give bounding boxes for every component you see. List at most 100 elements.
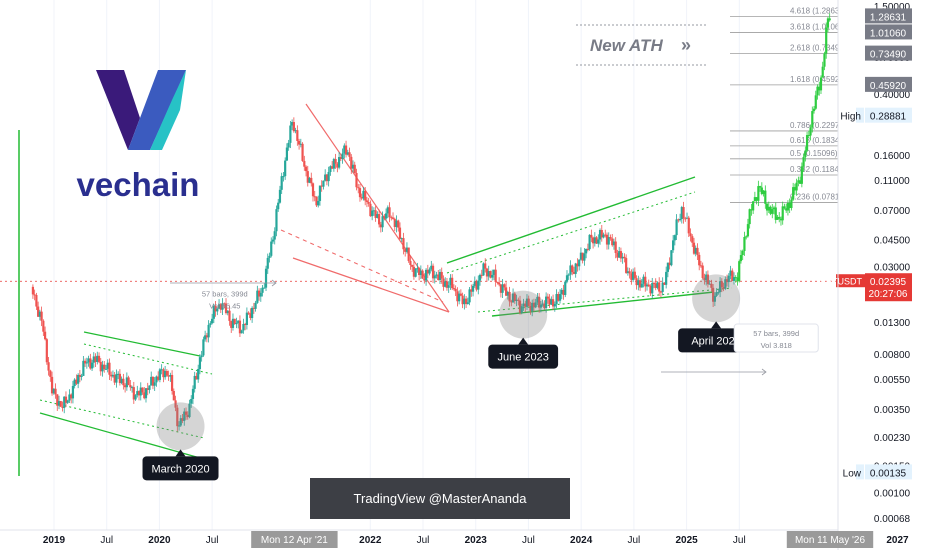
candle [419, 265, 422, 279]
candle [656, 281, 659, 290]
price-tag-text: 0.45920 [870, 81, 907, 92]
candle [649, 284, 652, 297]
candle [663, 282, 666, 285]
candle [292, 117, 295, 133]
candle [101, 360, 104, 377]
candle [291, 119, 294, 131]
candle [522, 298, 525, 311]
projection-candle [828, 13, 831, 22]
fib-level-label: 1.618 (0.45920) [790, 75, 847, 84]
candle [287, 139, 290, 151]
price-tag-text: 1.28631 [870, 12, 907, 23]
candle [259, 288, 262, 302]
candle [640, 279, 643, 288]
candle [332, 157, 335, 172]
candle [706, 270, 710, 288]
projection-candle [743, 231, 746, 256]
price-tag: 0.73490 [865, 45, 912, 61]
channel-mid-line [446, 191, 696, 274]
channel-lower-line [39, 412, 201, 459]
candle [464, 295, 468, 308]
time-tick-label: 2023 [465, 535, 488, 546]
candle [558, 289, 562, 304]
candle [256, 285, 259, 304]
double-chevron-icon: » [681, 35, 691, 55]
time-tick-label: 2020 [148, 535, 171, 546]
candle [498, 277, 501, 287]
candle [311, 182, 315, 202]
candle [536, 293, 539, 306]
candle [217, 299, 221, 309]
projection-candle [753, 191, 756, 202]
time-tick-label: 2027 [886, 535, 909, 546]
price-tick-label: 1.50000 [874, 2, 911, 13]
candle [263, 283, 266, 289]
candle [591, 236, 595, 249]
projection-candle [781, 201, 784, 225]
candle [588, 234, 591, 251]
price-tag-prefix: Low [843, 468, 862, 479]
fib-level-label: 4.618 (1.28631) [790, 6, 847, 15]
candle [628, 267, 631, 279]
candle [691, 234, 694, 247]
candle [139, 382, 142, 401]
candle [689, 228, 692, 242]
candle [92, 352, 95, 368]
candle [277, 198, 280, 212]
candle [557, 291, 560, 302]
candle [71, 380, 75, 404]
candle [226, 310, 229, 316]
projection-candle [823, 51, 826, 71]
candle [489, 270, 492, 279]
candle [428, 267, 431, 276]
candle [506, 290, 509, 300]
candle [388, 202, 391, 223]
candle [327, 166, 330, 187]
candle [725, 274, 729, 287]
candle [550, 296, 553, 306]
candle [264, 265, 268, 291]
candle [45, 338, 48, 365]
projection-candle [734, 275, 737, 283]
candle [518, 295, 522, 315]
candle [421, 269, 424, 280]
projection-candle [826, 16, 830, 32]
low-highlight-circle [692, 274, 741, 323]
candle [642, 274, 645, 288]
candle [449, 274, 452, 290]
crosshair-date-label: Mon 11 May '26 [795, 535, 866, 546]
price-axis[interactable]: 1.500000.700000.400000.160000.110000.070… [820, 0, 932, 550]
candle [604, 229, 607, 238]
candle [110, 371, 113, 381]
candle [416, 262, 419, 273]
candle [324, 169, 327, 182]
time-tick-label: 2019 [43, 535, 66, 546]
candle [411, 264, 414, 272]
candle [692, 237, 696, 255]
candle [466, 297, 469, 305]
fib-level-label: 0.786 (0.22971) [790, 121, 847, 130]
candle [372, 207, 375, 216]
projection-candle [795, 178, 798, 196]
candle [367, 197, 370, 207]
price-tag-text: 0.73490 [870, 50, 907, 61]
candle [183, 408, 186, 426]
candle [703, 273, 706, 285]
time-tick-label: 2024 [570, 535, 593, 546]
candle [167, 370, 170, 381]
candle [235, 317, 238, 329]
candle [127, 375, 130, 386]
candle [57, 395, 61, 410]
candle [687, 215, 690, 237]
candle [431, 263, 435, 284]
candle [652, 281, 656, 289]
price-tick-label: 0.00550 [874, 375, 911, 386]
channel-2019-2020 [39, 331, 213, 459]
candle [216, 307, 219, 316]
candle [224, 298, 228, 315]
candle [299, 138, 302, 148]
